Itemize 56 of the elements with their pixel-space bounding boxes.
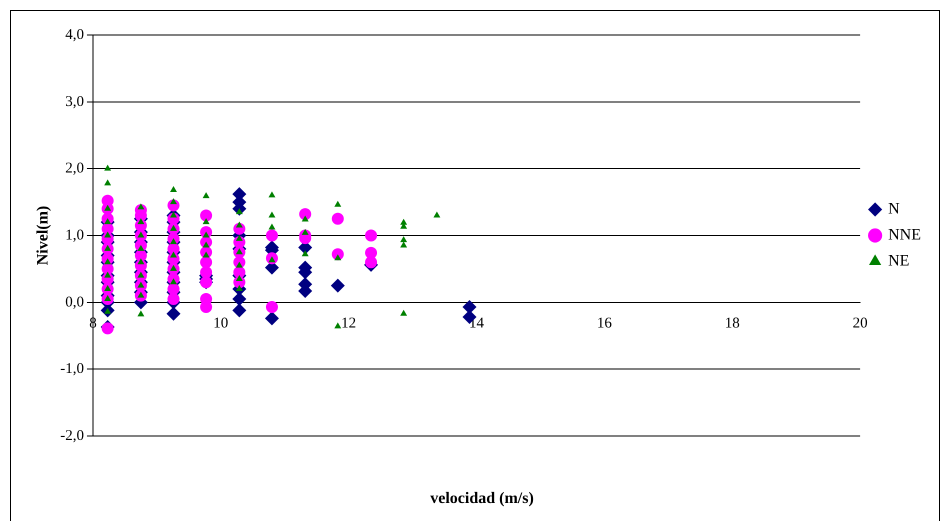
legend-label: NNE [888, 226, 922, 244]
point [268, 211, 276, 218]
x-tick-label: 20 [852, 315, 868, 332]
point [137, 258, 144, 264]
y-tick-label: 1,0 [65, 227, 84, 244]
point [170, 186, 177, 192]
point [433, 211, 440, 218]
x-tick-label: 18 [724, 315, 740, 332]
point [264, 311, 279, 326]
point [200, 209, 212, 222]
point [137, 218, 144, 224]
point [268, 223, 276, 230]
point [236, 234, 243, 241]
point [236, 274, 243, 281]
y-tick-label: 2,0 [65, 160, 84, 177]
y-tick-label: -1,0 [60, 361, 84, 378]
point [170, 211, 177, 218]
point [334, 322, 342, 328]
point [104, 179, 112, 186]
point [166, 306, 180, 321]
point [266, 230, 278, 242]
point [302, 250, 309, 256]
y-tick-label: -2,0 [60, 428, 84, 444]
x-tick-label: 12 [341, 315, 356, 332]
y-tick-label: 0,0 [65, 294, 84, 310]
point [302, 215, 309, 222]
legend-label: NE [888, 252, 910, 270]
point [170, 252, 177, 258]
point [104, 272, 112, 278]
y-tick-label: 3,0 [65, 94, 84, 110]
point [334, 200, 342, 207]
x-tick-label: 10 [213, 315, 228, 332]
point [299, 208, 312, 220]
point [268, 191, 276, 198]
x-tick-label: 16 [596, 315, 612, 332]
point [104, 232, 112, 238]
point [332, 212, 344, 225]
point [202, 192, 210, 198]
point [365, 256, 378, 268]
point [365, 230, 378, 242]
legend-label: N [888, 200, 900, 218]
point [330, 278, 345, 293]
point [202, 218, 210, 224]
x-axis-title: velocidad (m/s) [429, 490, 535, 508]
point [266, 301, 278, 314]
point [232, 303, 246, 318]
point [400, 310, 408, 316]
point [400, 236, 408, 242]
y-tick-label: 4,0 [65, 26, 84, 43]
point [236, 221, 243, 228]
point [137, 310, 144, 316]
point [104, 164, 112, 171]
y-axis-title: Nivel(m) [34, 206, 52, 266]
point [200, 256, 212, 268]
point [400, 242, 408, 248]
point [170, 198, 177, 204]
